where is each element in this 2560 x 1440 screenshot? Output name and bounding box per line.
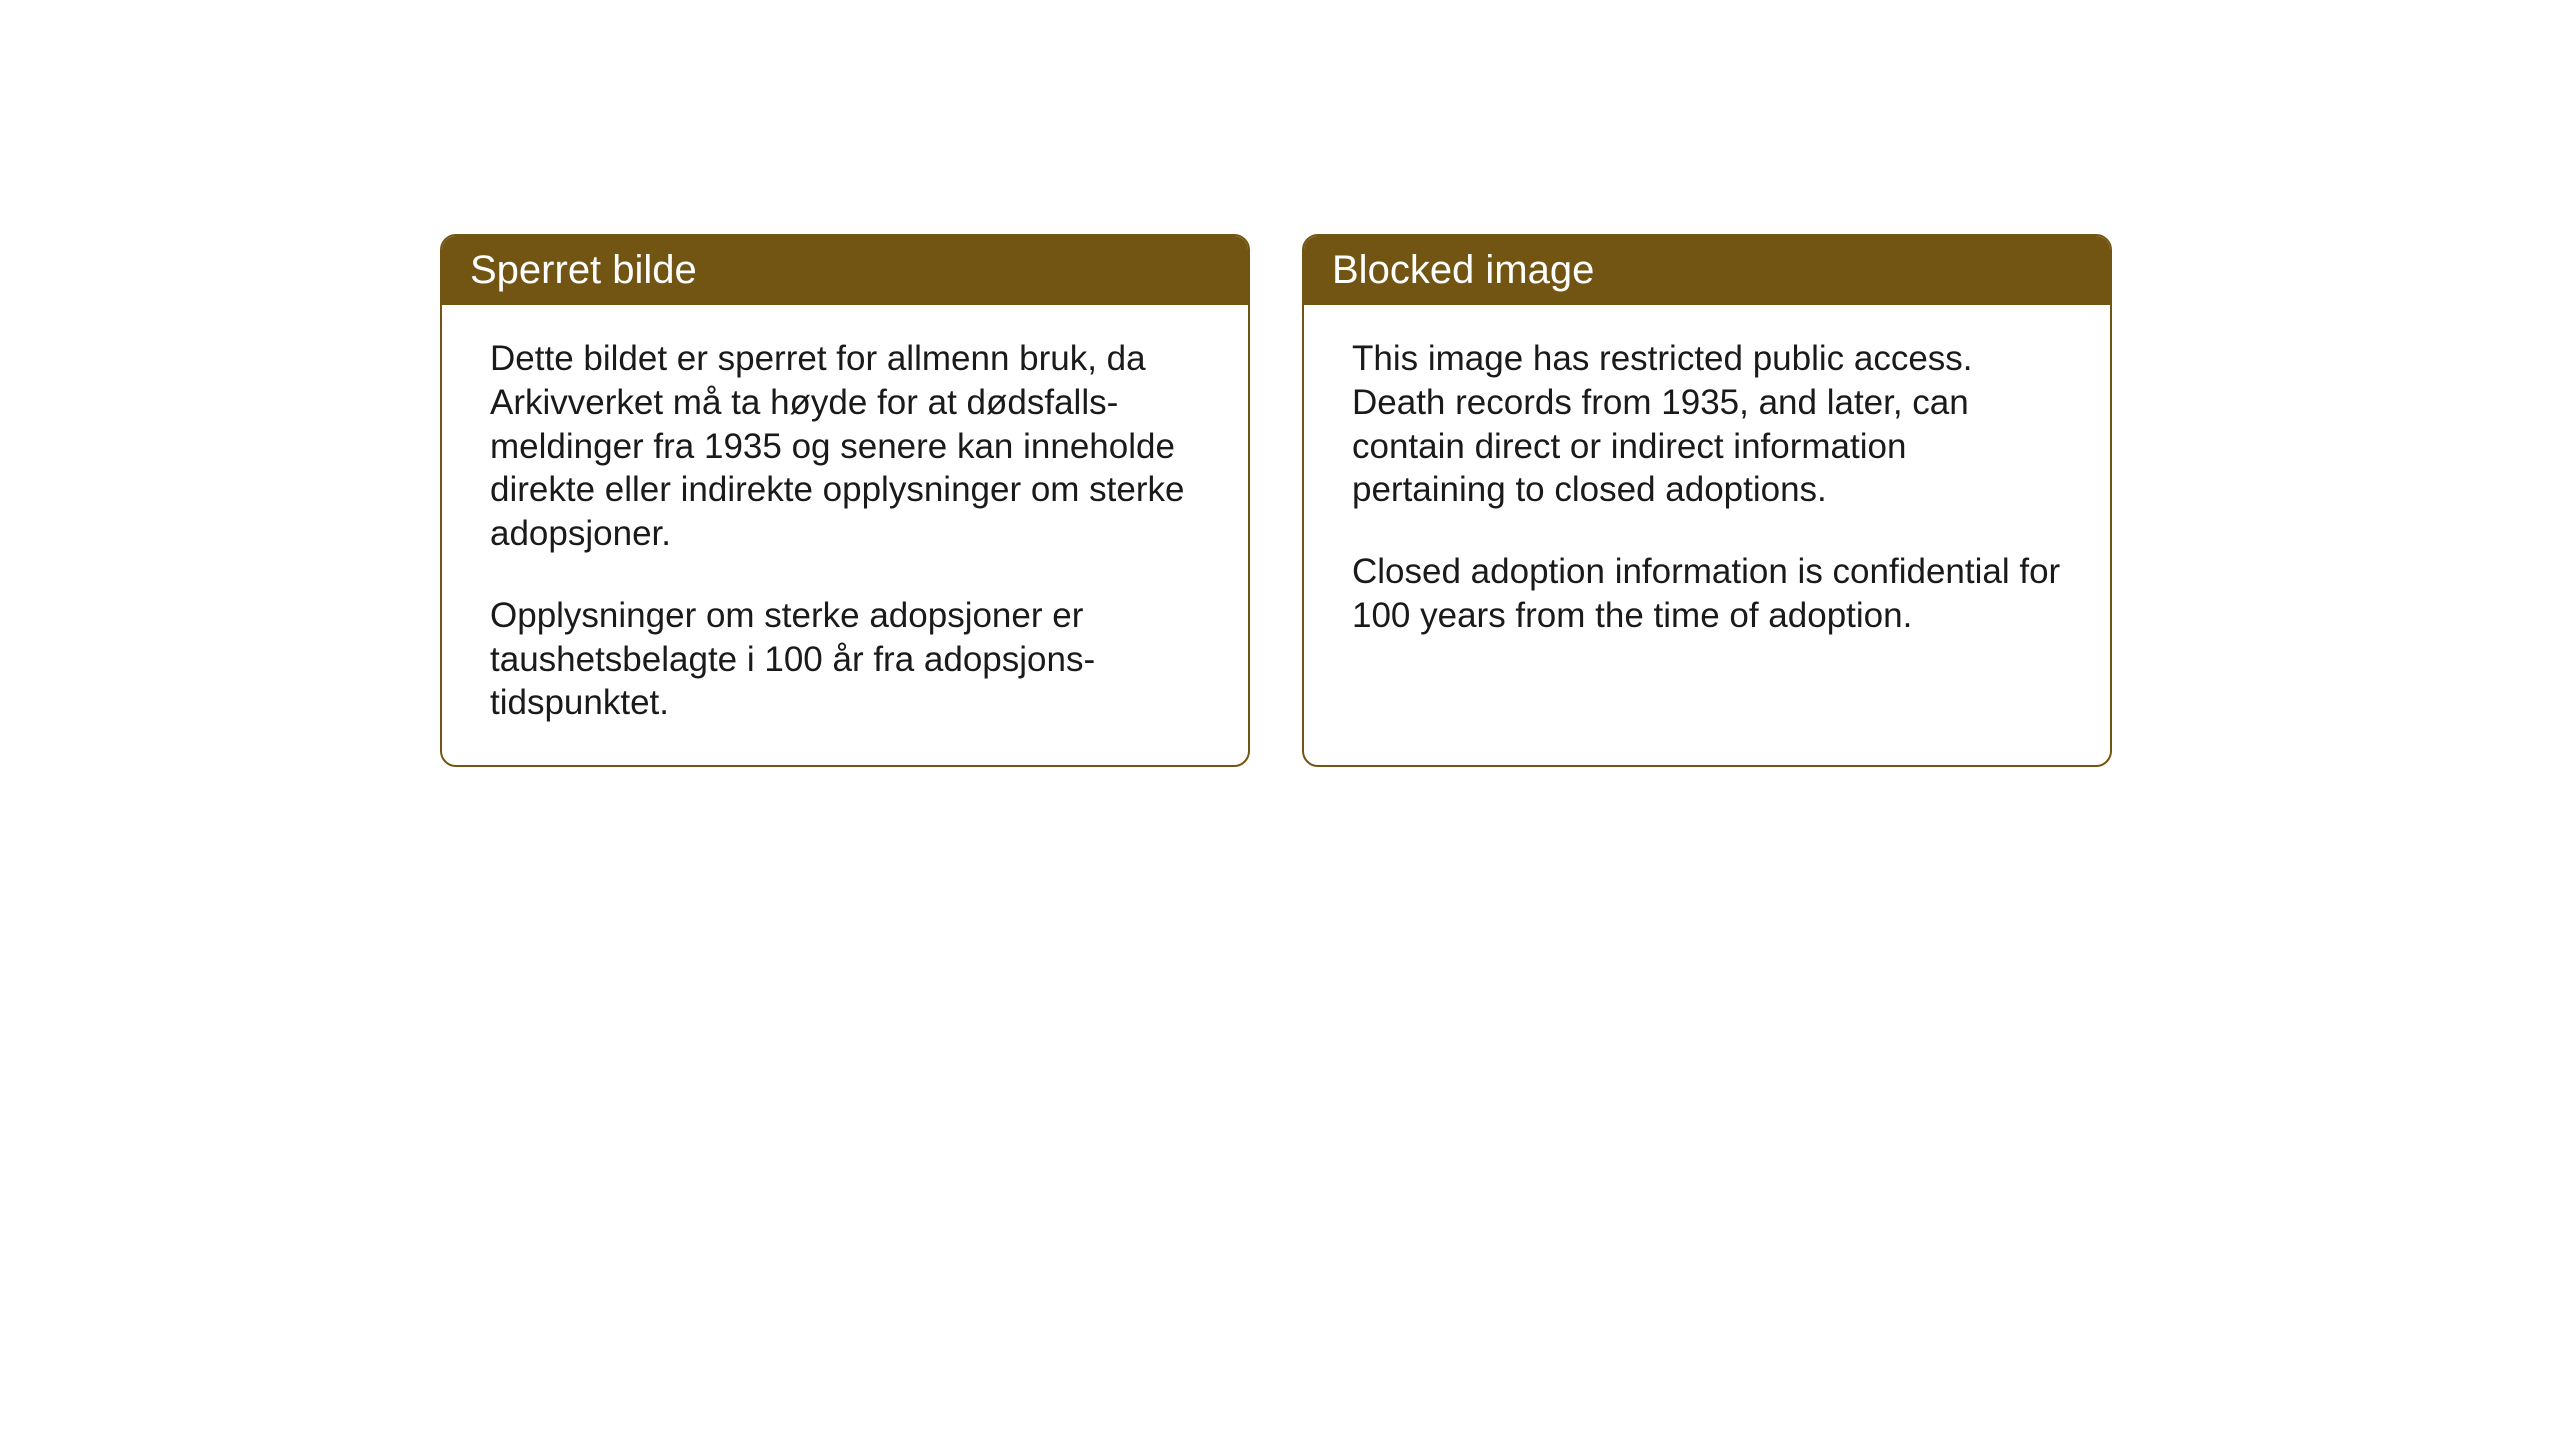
card-title-english: Blocked image (1332, 248, 1594, 292)
cards-container: Sperret bilde Dette bildet er sperret fo… (440, 234, 2112, 767)
card-body-norwegian: Dette bildet er sperret for allmenn bruk… (442, 305, 1248, 765)
card-body-english: This image has restricted public access.… (1304, 305, 2110, 738)
card-paragraph-1-norwegian: Dette bildet er sperret for allmenn bruk… (490, 337, 1200, 556)
card-title-norwegian: Sperret bilde (470, 248, 697, 292)
card-header-norwegian: Sperret bilde (442, 236, 1248, 305)
card-paragraph-2-norwegian: Opplysninger om sterke adopsjoner er tau… (490, 594, 1200, 725)
card-english: Blocked image This image has restricted … (1302, 234, 2112, 767)
card-header-english: Blocked image (1304, 236, 2110, 305)
card-norwegian: Sperret bilde Dette bildet er sperret fo… (440, 234, 1250, 767)
card-paragraph-2-english: Closed adoption information is confident… (1352, 550, 2062, 638)
card-paragraph-1-english: This image has restricted public access.… (1352, 337, 2062, 512)
